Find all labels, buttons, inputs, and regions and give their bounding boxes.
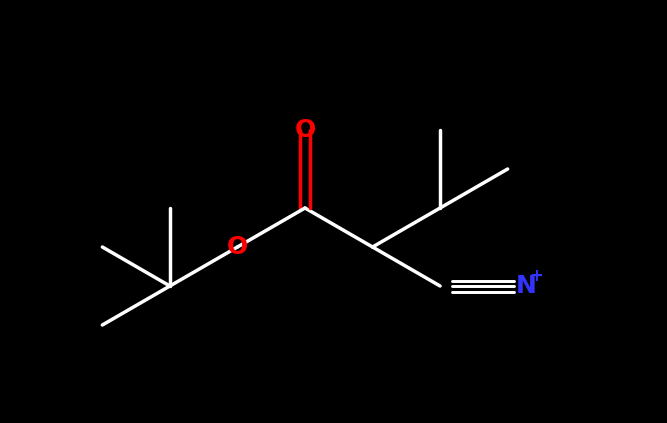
Text: O: O xyxy=(294,118,315,142)
Text: O: O xyxy=(227,235,248,259)
Text: +: + xyxy=(529,267,543,285)
Text: N: N xyxy=(516,274,536,298)
